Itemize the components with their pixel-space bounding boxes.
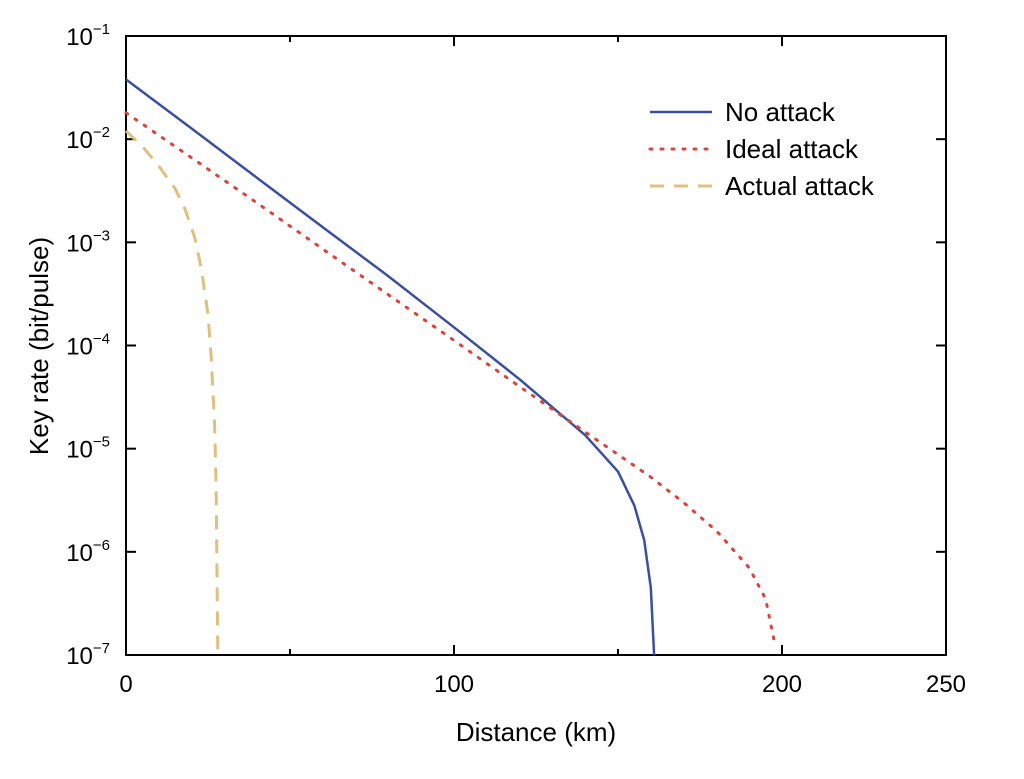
y-tick-exponent: −2 <box>93 124 110 141</box>
legend: No attack Ideal attack Actual attack <box>648 97 875 201</box>
series-line-ideal-attack <box>124 111 777 649</box>
y-tick-label: 10−6 <box>66 537 110 567</box>
y-axis-label: Key rate (bit/pulse) <box>24 237 54 455</box>
y-tick-base: 10 <box>66 127 93 154</box>
y-tick-exponent: −7 <box>93 640 110 657</box>
x-axis-label: Distance (km) <box>456 717 616 747</box>
y-tick-label: 10−4 <box>66 331 110 361</box>
y-tick-base: 10 <box>66 643 93 670</box>
x-tick-label: 0 <box>119 671 132 698</box>
legend-label: Ideal attack <box>725 134 859 164</box>
y-tick-exponent: −6 <box>93 537 110 554</box>
y-tick-exponent: −3 <box>93 227 110 244</box>
y-tick-exponent: −4 <box>93 331 110 348</box>
x-tick-label: 250 <box>926 671 966 698</box>
y-tick-label: 10−2 <box>66 124 110 154</box>
plot-frame <box>125 35 947 656</box>
y-tick-label: 10−5 <box>66 434 110 464</box>
series-line-no-attack <box>125 78 656 656</box>
y-tick-label: 10−1 <box>66 21 110 51</box>
y-axis-ticks: 10−110−210−310−410−510−610−7 <box>66 21 946 670</box>
series-layer <box>124 78 777 656</box>
y-tick-exponent: −1 <box>93 21 110 38</box>
x-axis-ticks: 0 100 200 250 <box>119 36 966 698</box>
y-tick-base: 10 <box>66 24 93 51</box>
y-tick-label: 10−7 <box>66 640 110 670</box>
x-tick-label: 100 <box>434 671 474 698</box>
legend-label: No attack <box>725 97 836 127</box>
y-tick-base: 10 <box>66 437 93 464</box>
legend-label: Actual attack <box>725 171 875 201</box>
y-tick-label: 10−3 <box>66 227 110 257</box>
y-tick-base: 10 <box>66 334 93 361</box>
series-line-actual-attack <box>124 129 220 656</box>
y-tick-base: 10 <box>66 230 93 257</box>
x-tick-label: 200 <box>762 671 802 698</box>
y-tick-exponent: −5 <box>93 434 110 451</box>
y-tick-base: 10 <box>66 540 93 567</box>
